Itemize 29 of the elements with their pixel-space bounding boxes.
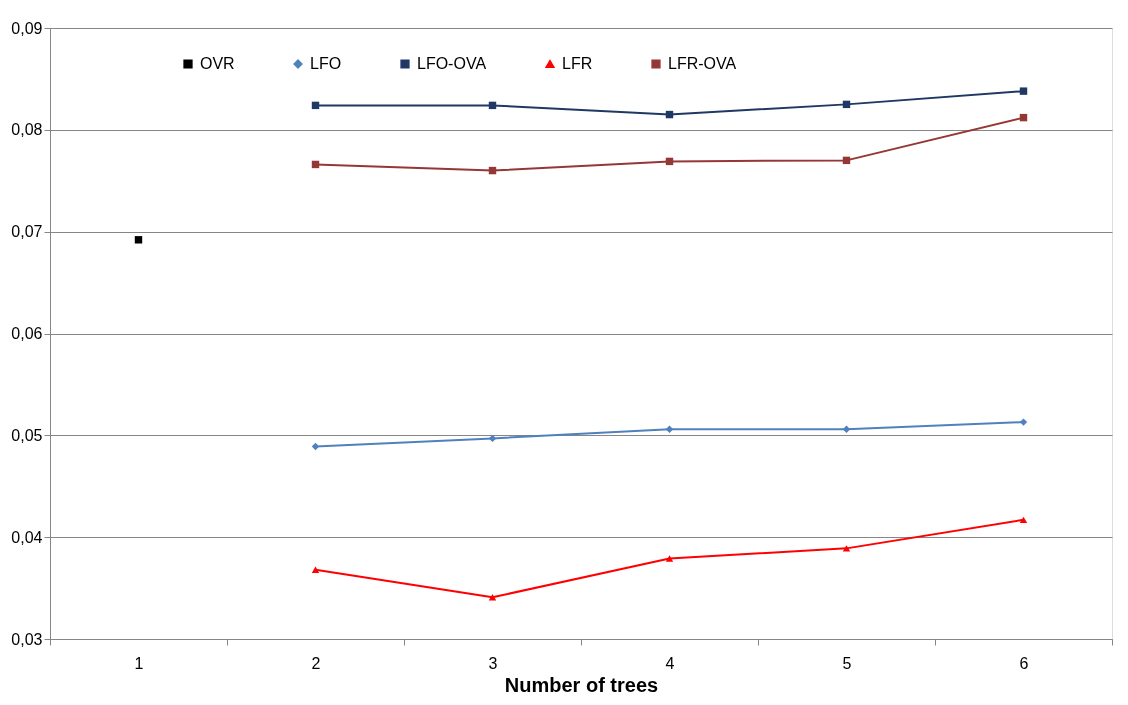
point [1019,418,1028,426]
x-tick-label: 5 [842,654,852,672]
x-tick-label: 2 [311,654,321,672]
point [665,425,674,433]
legend-label: LFO [310,55,342,72]
y-tick-label: 0,07 [11,223,43,241]
legend-label: LFR [562,55,593,72]
point [311,442,320,451]
legend-label: LFR-OVA [668,55,737,72]
y-tick-label: 0,08 [11,121,43,139]
x-tick-label: 1 [134,654,144,672]
y-tick-label: 0,04 [11,528,43,546]
x-tick-label: 6 [1019,654,1029,672]
y-tick-label: 0,03 [11,630,43,648]
x-tick-label: 4 [665,654,675,672]
x-tick-label: 3 [488,654,498,672]
point [842,545,851,552]
y-tick-label: 0,05 [11,426,43,444]
point [311,566,320,573]
point [842,425,851,433]
legend-label: OVR [200,55,235,72]
point [665,555,674,562]
x-axis-title: Number of trees [504,673,659,696]
point [488,434,497,443]
point [1019,516,1028,524]
point [1019,87,1028,95]
legend-label: LFO-OVA [417,55,487,72]
y-tick-label: 0,09 [11,19,43,37]
y-tick-label: 0,06 [11,325,43,342]
